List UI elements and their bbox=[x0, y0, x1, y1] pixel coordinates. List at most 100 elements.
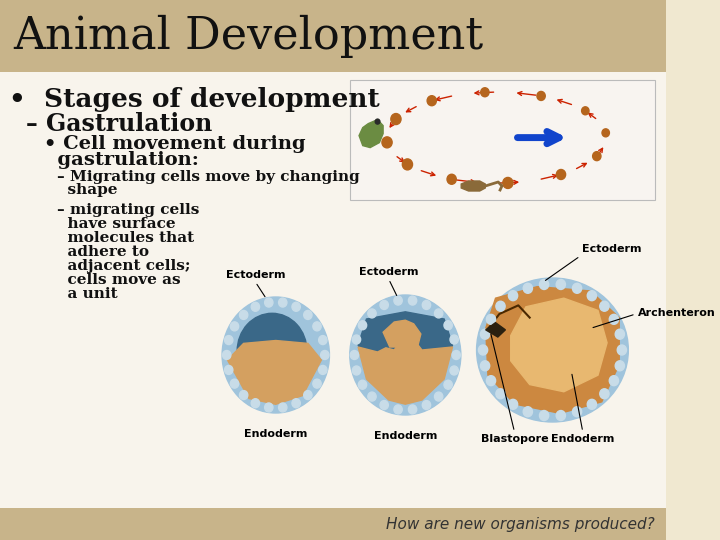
Text: – migrating cells: – migrating cells bbox=[58, 203, 199, 217]
Polygon shape bbox=[486, 322, 505, 337]
Circle shape bbox=[481, 87, 489, 97]
FancyBboxPatch shape bbox=[0, 508, 666, 540]
Circle shape bbox=[434, 309, 443, 318]
Circle shape bbox=[600, 389, 609, 399]
Circle shape bbox=[539, 280, 549, 289]
Circle shape bbox=[480, 329, 490, 339]
Circle shape bbox=[251, 399, 259, 408]
Text: Ectoderm: Ectoderm bbox=[359, 267, 418, 277]
Circle shape bbox=[600, 301, 609, 311]
Polygon shape bbox=[358, 312, 452, 365]
Circle shape bbox=[350, 295, 461, 415]
Circle shape bbox=[380, 300, 388, 309]
Text: Blastopore: Blastopore bbox=[481, 434, 549, 444]
Text: Ectoderm: Ectoderm bbox=[225, 270, 285, 280]
Circle shape bbox=[447, 174, 456, 184]
Circle shape bbox=[602, 129, 609, 137]
Circle shape bbox=[265, 403, 273, 412]
Circle shape bbox=[423, 401, 431, 409]
Text: Endoderm: Endoderm bbox=[374, 431, 437, 441]
Circle shape bbox=[380, 401, 388, 409]
Circle shape bbox=[427, 96, 436, 106]
Text: gastrulation:: gastrulation: bbox=[45, 151, 199, 169]
Circle shape bbox=[556, 280, 565, 289]
Circle shape bbox=[391, 113, 401, 125]
Circle shape bbox=[251, 302, 259, 311]
Circle shape bbox=[292, 302, 300, 311]
Text: Endoderm: Endoderm bbox=[244, 429, 307, 439]
Circle shape bbox=[319, 366, 327, 374]
Ellipse shape bbox=[477, 278, 629, 422]
Circle shape bbox=[508, 399, 518, 409]
Polygon shape bbox=[383, 320, 421, 347]
Circle shape bbox=[304, 390, 312, 400]
Circle shape bbox=[368, 309, 376, 318]
Polygon shape bbox=[359, 119, 383, 147]
Circle shape bbox=[523, 407, 533, 417]
Text: molecules that: molecules that bbox=[58, 231, 194, 245]
Circle shape bbox=[222, 297, 330, 413]
Circle shape bbox=[615, 361, 624, 371]
Circle shape bbox=[508, 291, 518, 301]
Circle shape bbox=[582, 107, 589, 115]
Circle shape bbox=[402, 159, 413, 170]
Circle shape bbox=[408, 296, 417, 305]
Circle shape bbox=[617, 345, 626, 355]
Circle shape bbox=[452, 350, 460, 360]
Text: – Migrating cells move by changing: – Migrating cells move by changing bbox=[58, 170, 360, 184]
Circle shape bbox=[304, 310, 312, 320]
Circle shape bbox=[359, 380, 366, 389]
Circle shape bbox=[237, 313, 307, 389]
Circle shape bbox=[352, 366, 361, 375]
Circle shape bbox=[609, 314, 618, 325]
Circle shape bbox=[313, 379, 321, 388]
Text: – Gastrulation: – Gastrulation bbox=[26, 112, 212, 136]
Circle shape bbox=[279, 298, 287, 307]
Text: a unit: a unit bbox=[58, 287, 118, 301]
Polygon shape bbox=[358, 332, 452, 404]
Circle shape bbox=[368, 392, 376, 401]
Circle shape bbox=[279, 403, 287, 412]
Polygon shape bbox=[510, 298, 607, 392]
Circle shape bbox=[434, 392, 443, 401]
Circle shape bbox=[394, 296, 402, 305]
Text: Ectoderm: Ectoderm bbox=[582, 244, 642, 254]
Circle shape bbox=[265, 298, 273, 307]
Circle shape bbox=[450, 366, 459, 375]
Circle shape bbox=[444, 380, 452, 389]
Circle shape bbox=[588, 399, 596, 409]
Circle shape bbox=[230, 322, 238, 331]
Circle shape bbox=[222, 350, 231, 360]
Circle shape bbox=[615, 329, 624, 339]
Text: shape: shape bbox=[58, 183, 118, 197]
Circle shape bbox=[487, 376, 495, 386]
FancyBboxPatch shape bbox=[0, 0, 666, 72]
Text: have surface: have surface bbox=[58, 217, 176, 231]
Text: Animal Development: Animal Development bbox=[13, 15, 483, 58]
Circle shape bbox=[478, 345, 487, 355]
Text: adjacent cells;: adjacent cells; bbox=[58, 259, 191, 273]
Circle shape bbox=[537, 91, 545, 100]
Circle shape bbox=[359, 321, 366, 330]
Circle shape bbox=[408, 405, 417, 414]
Circle shape bbox=[450, 335, 459, 344]
Polygon shape bbox=[486, 287, 619, 413]
Circle shape bbox=[557, 170, 566, 179]
Circle shape bbox=[556, 410, 565, 421]
Circle shape bbox=[352, 335, 361, 344]
Text: cells move as: cells move as bbox=[58, 273, 181, 287]
Circle shape bbox=[487, 314, 495, 325]
Circle shape bbox=[313, 322, 321, 331]
Circle shape bbox=[382, 137, 392, 148]
Circle shape bbox=[230, 379, 238, 388]
FancyBboxPatch shape bbox=[0, 72, 666, 508]
Circle shape bbox=[480, 361, 490, 371]
Text: How are new organisms produced?: How are new organisms produced? bbox=[387, 516, 655, 531]
Circle shape bbox=[350, 350, 359, 360]
Circle shape bbox=[225, 335, 233, 345]
Circle shape bbox=[292, 399, 300, 408]
Text: adhere to: adhere to bbox=[58, 245, 149, 259]
Circle shape bbox=[572, 284, 582, 293]
Circle shape bbox=[423, 300, 431, 309]
Polygon shape bbox=[228, 341, 321, 404]
